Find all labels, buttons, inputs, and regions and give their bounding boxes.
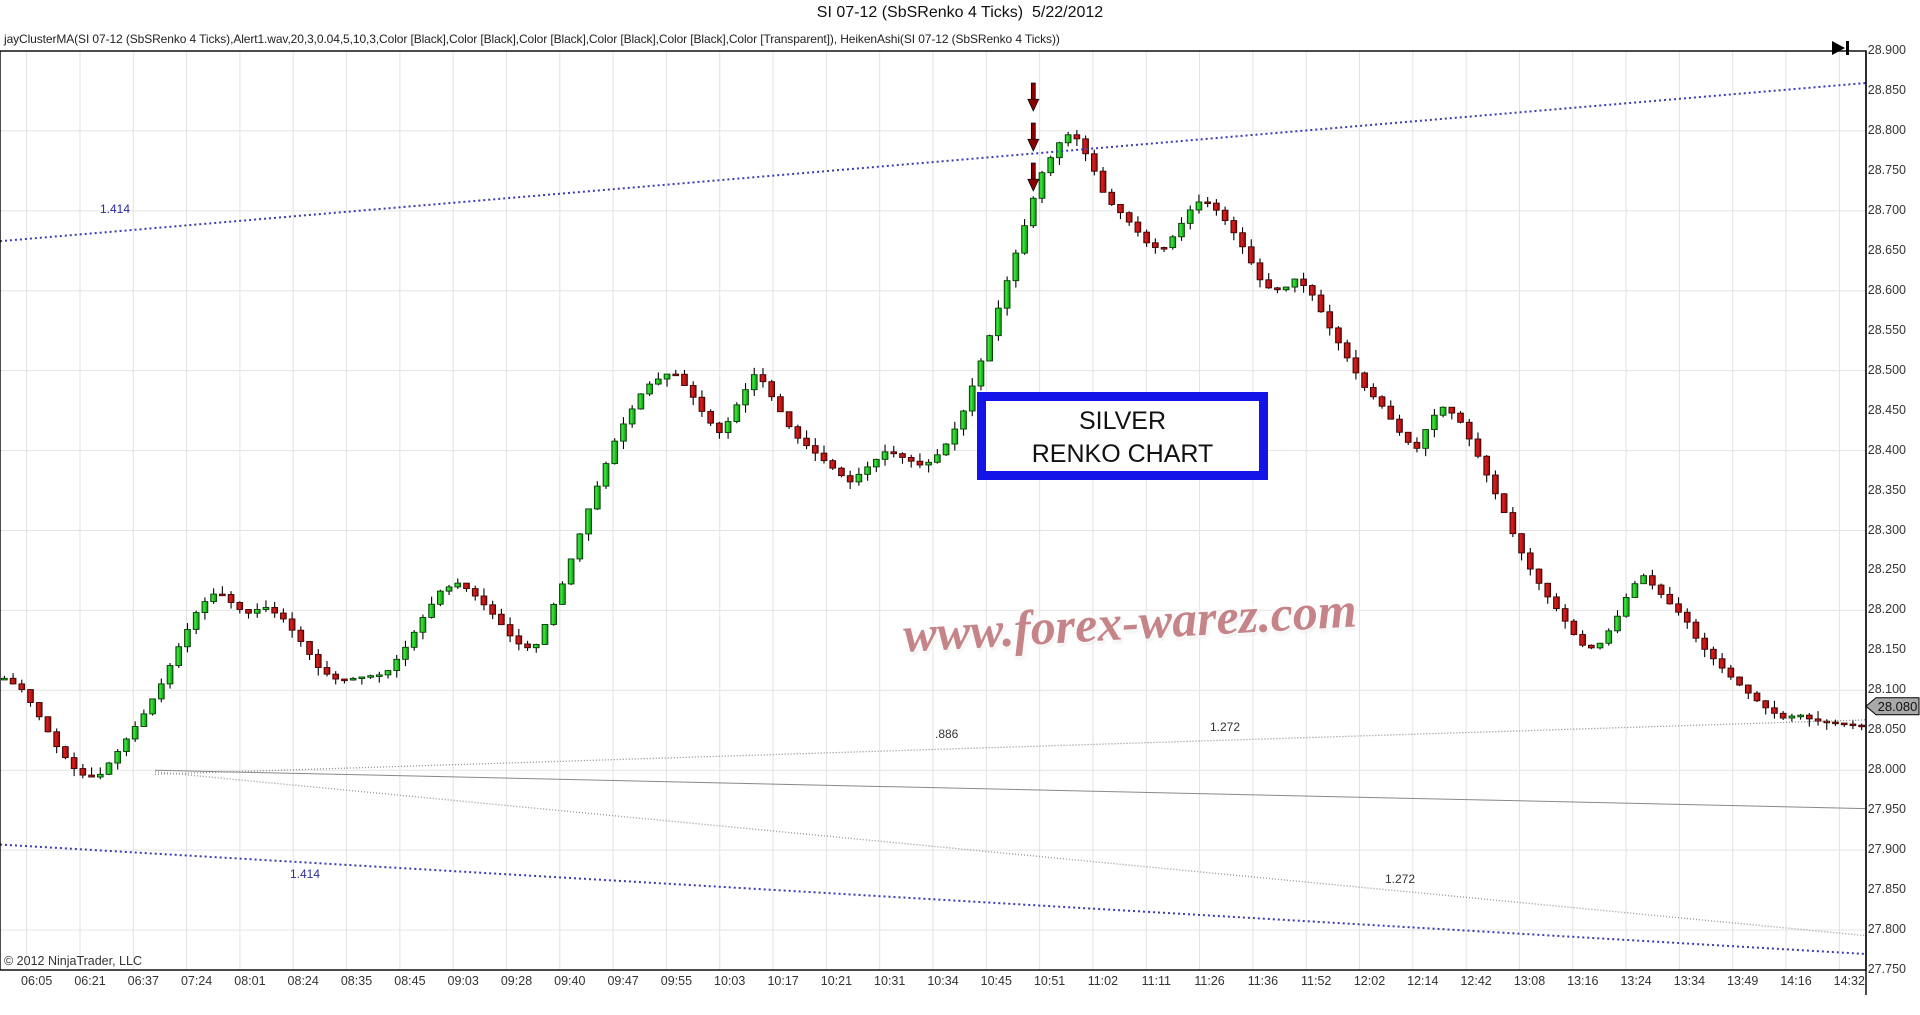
svg-text:28.080: 28.080 bbox=[1878, 699, 1918, 714]
